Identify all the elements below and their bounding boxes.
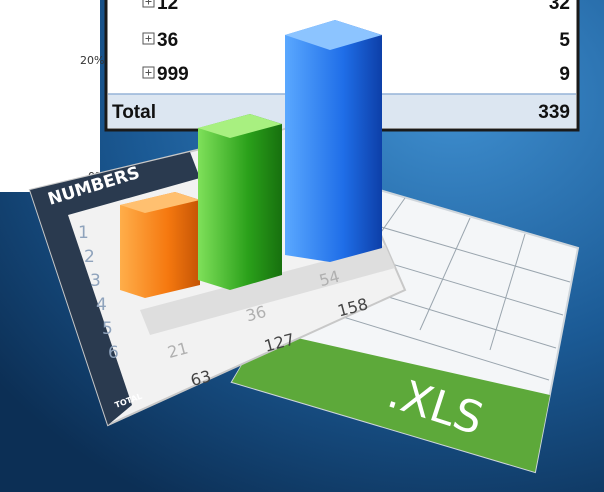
total-value: 339 bbox=[538, 102, 570, 123]
row-value: 9 bbox=[559, 64, 570, 85]
row-label: 36 bbox=[157, 30, 178, 51]
row-number: 4 bbox=[96, 295, 107, 315]
axis-label: 20% bbox=[80, 54, 104, 67]
slide: 20% 0% 12 32 36 5 999 9 Total 339 e e .X… bbox=[0, 0, 604, 492]
page: 20% 0% 12 32 36 5 999 9 Total 339 e e .X… bbox=[0, 0, 604, 492]
row-number: 2 bbox=[84, 247, 95, 267]
row-number: 3 bbox=[90, 271, 101, 291]
row-label: 12 bbox=[157, 0, 178, 14]
row-number: 5 bbox=[102, 319, 113, 339]
row-number: 1 bbox=[78, 223, 89, 243]
row-value: 5 bbox=[559, 30, 570, 51]
chart-panel bbox=[0, 0, 100, 192]
row-number: 6 bbox=[108, 343, 119, 363]
total-label: Total bbox=[112, 102, 156, 123]
row-value: 32 bbox=[549, 0, 570, 14]
row-label: 999 bbox=[157, 64, 189, 85]
